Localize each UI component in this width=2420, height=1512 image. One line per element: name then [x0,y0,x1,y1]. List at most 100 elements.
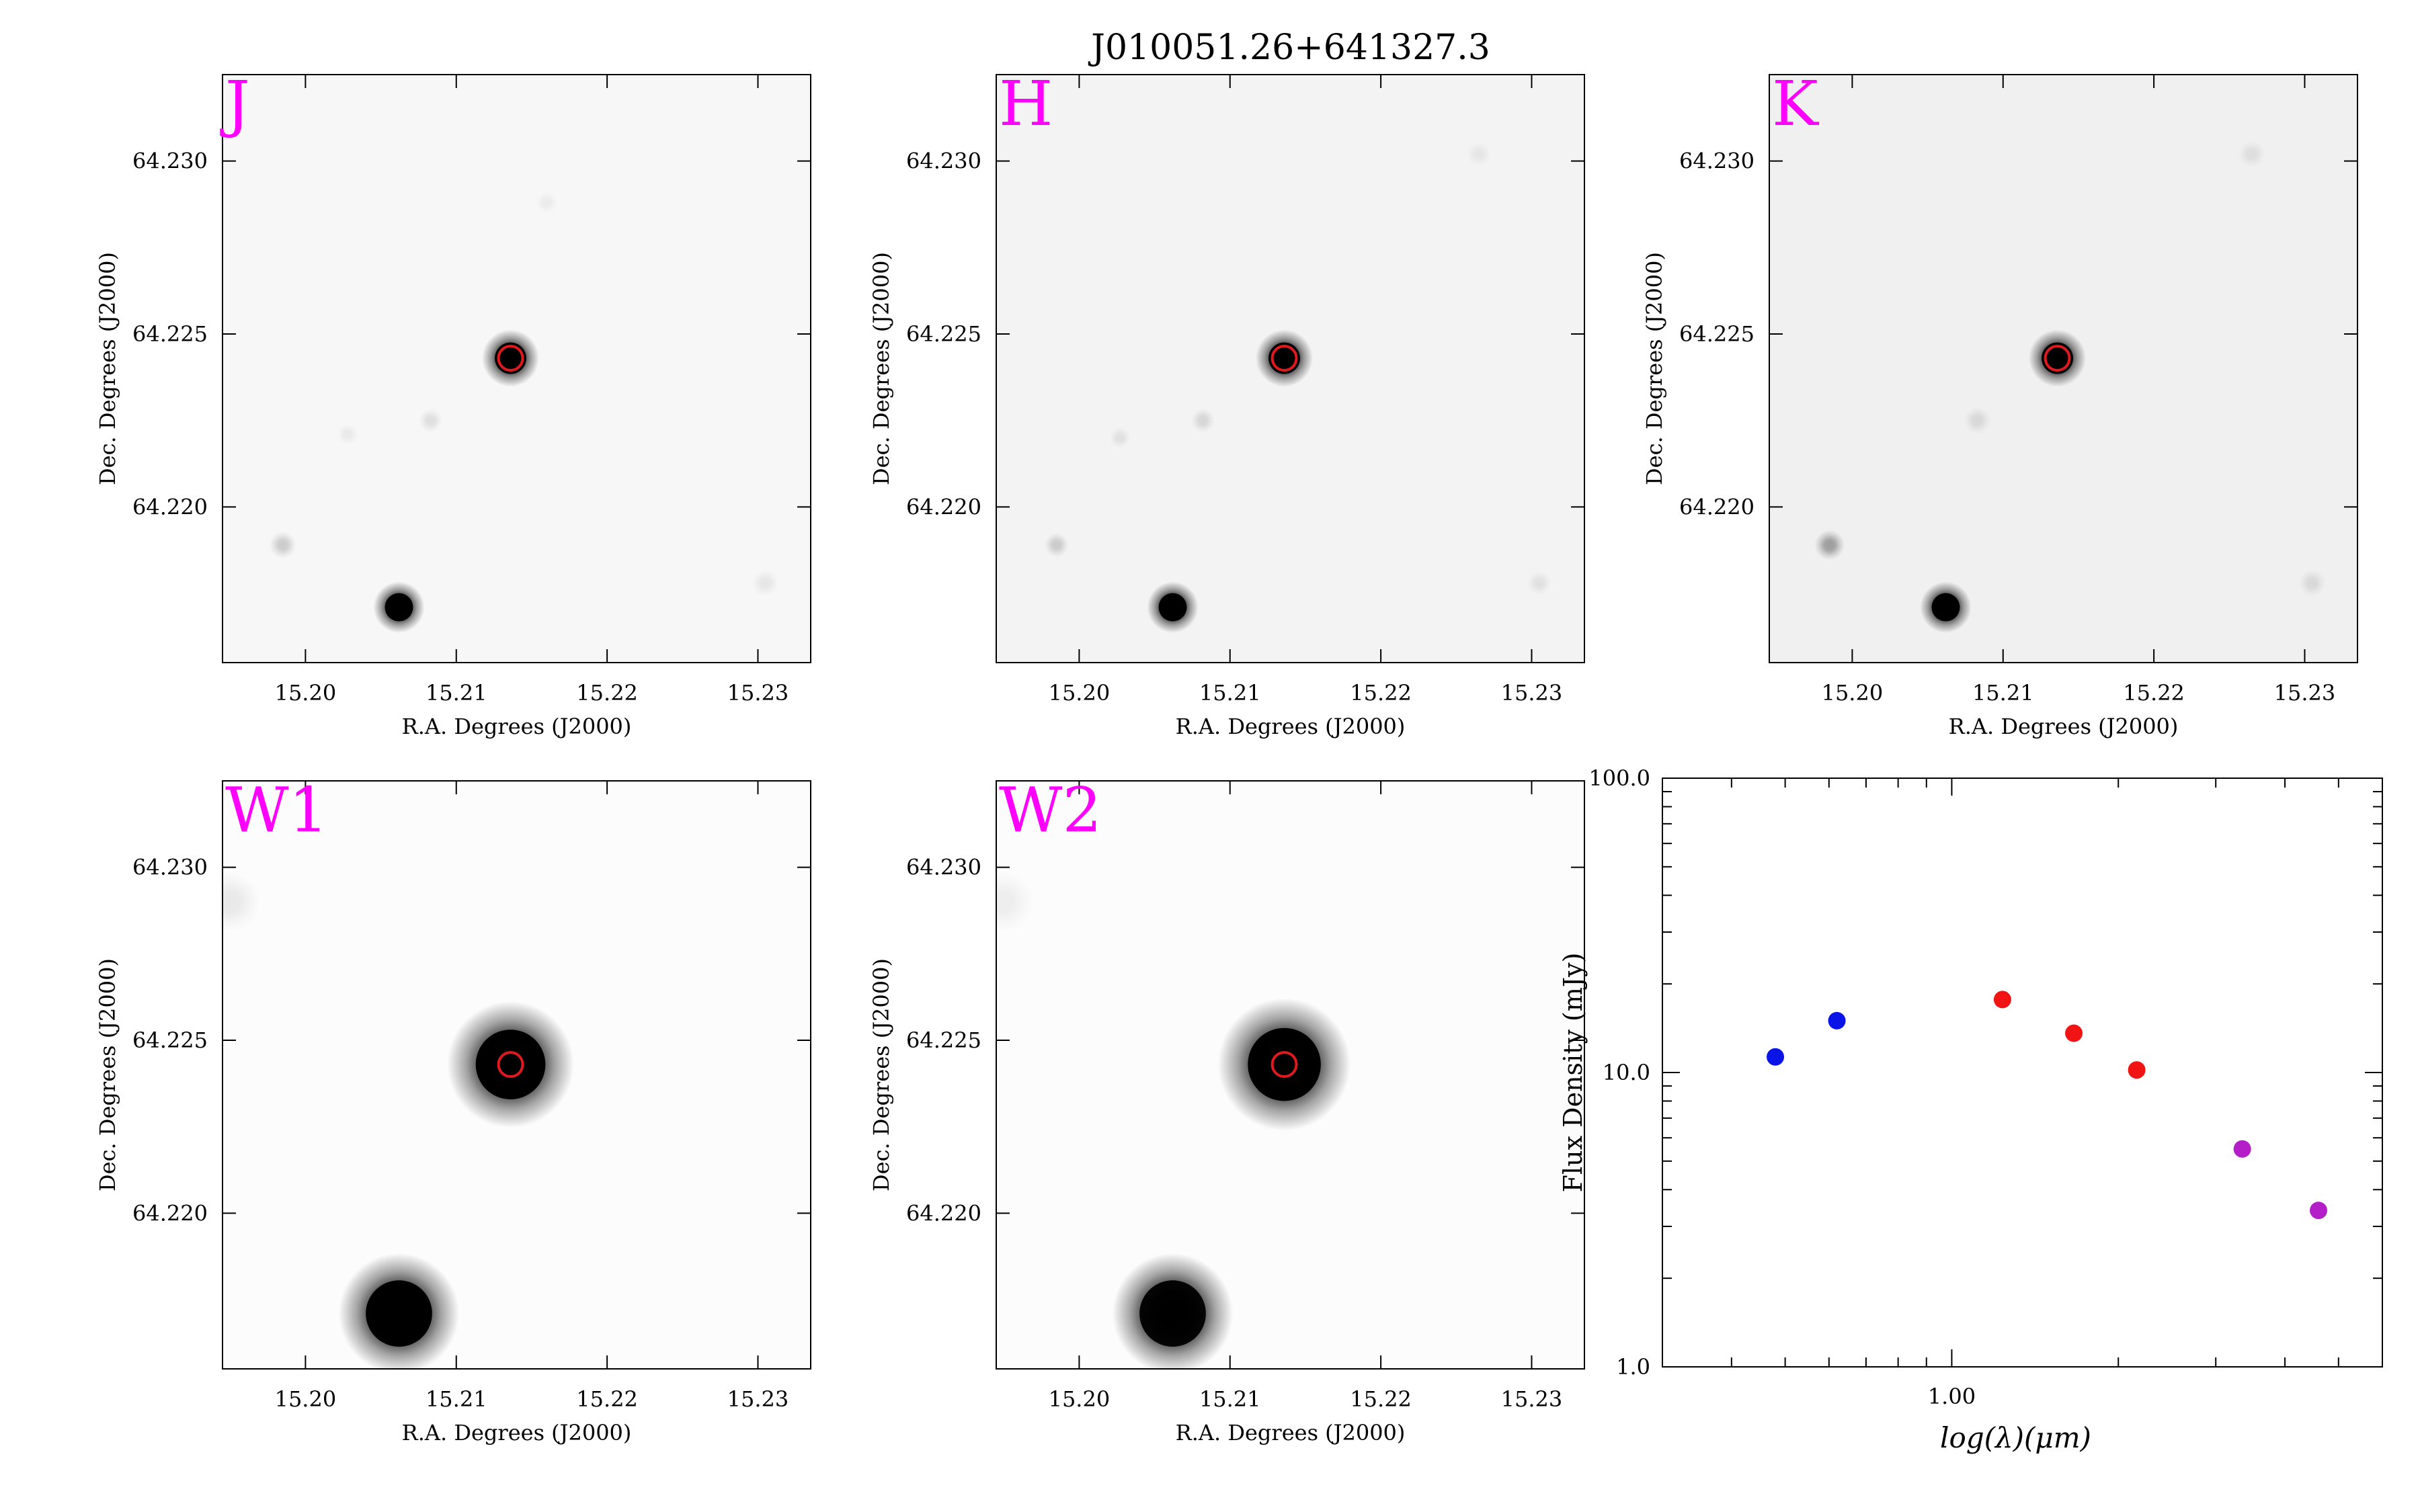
image-panel-w1: 15.20 15.21 15.22 15.23 64.220 64.225 64.230 R.… [95,774,811,1445]
source-blob [337,423,358,445]
y-axis-label: Dec. Degrees (J2000) [869,958,894,1191]
y-tick-label: 64.220 [132,494,208,519]
sed-point [2128,1061,2146,1079]
target-circle [497,1051,524,1079]
y-tick-label: 64.230 [1679,149,1755,174]
x-tick-label: 15.21 [426,680,487,706]
y-tick-label: 64.225 [132,321,208,347]
y-tick-label: 64.220 [132,1200,208,1226]
target-circle [497,345,524,372]
x-tick-label: 15.20 [1049,680,1111,706]
x-tick-label: 15.20 [275,680,337,706]
image-sources [1814,140,2326,633]
sed-point [2310,1202,2328,1220]
sed-point [2065,1024,2083,1042]
image-panel-j: 15.20 15.21 15.22 15.23 64.220 64.225 64.230 R.… [95,68,811,739]
y-axis-label: Dec. Degrees (J2000) [95,252,120,485]
source-blob [1109,427,1131,449]
x-tick-label: 15.23 [727,680,789,706]
x-tick-label: 15.20 [275,1386,337,1412]
sed-y-axis-label: Flux Density (mJy) [1558,953,1588,1193]
source-blob [418,408,443,433]
target-circle [1270,345,1298,372]
band-label: H [999,68,1053,140]
target-circle [2044,345,2071,372]
source-blob [1814,530,1845,560]
x-axis-label: R.A. Degrees (J2000) [1949,714,2179,739]
image-sources [223,872,574,1369]
source-blob [752,569,779,597]
target-circle [1270,1051,1298,1079]
sed-point [2233,1140,2251,1158]
y-tick-label: 64.225 [132,1027,208,1053]
band-label: J [220,68,250,140]
sed-y-tick-label: 100.0 [1588,765,1650,791]
sed-point [1993,991,2011,1009]
sed-x-tick-label: 1.00 [1928,1384,1976,1409]
source-blob [269,531,296,559]
image-sources [996,872,1351,1369]
source-core [475,1030,546,1099]
sed-y-tick-label: 10.0 [1603,1060,1650,1085]
source-core [1248,1027,1321,1101]
source-blob [1964,407,1991,434]
source-blob [536,192,558,214]
sed-point [1767,1048,1785,1066]
x-tick-label: 15.23 [1501,680,1563,706]
x-axis-label: R.A. Degrees (J2000) [1176,1420,1406,1445]
panel-frame [996,74,1585,663]
y-tick-label: 64.230 [906,149,981,174]
figure-title: J010051.26+641327.3 [1088,28,1490,68]
sed-point [1828,1011,1846,1030]
x-axis-label: R.A. Degrees (J2000) [1176,714,1406,739]
image-panel-w2: 15.20 15.21 15.22 15.23 64.220 64.225 64.230 R.… [869,774,1585,1445]
x-tick-label: 15.22 [1350,680,1412,706]
x-axis-label: R.A. Degrees (J2000) [402,1420,632,1445]
x-tick-label: 15.22 [2123,680,2185,706]
y-tick-label: 64.225 [1679,321,1755,347]
panel-frame [996,780,1585,1370]
panels-layer: 15.20 15.21 15.22 15.23 64.220 64.225 64.230 R.… [95,68,2358,1445]
y-tick-label: 64.230 [132,855,208,880]
panel-frame [222,74,811,663]
y-tick-label: 64.220 [1679,494,1755,519]
source-blob [223,872,261,933]
sed-x-axis-label: log(λ)(μm) [1940,1421,2091,1454]
x-tick-label: 15.21 [1972,680,2034,706]
x-tick-label: 15.22 [576,1386,638,1412]
y-tick-label: 64.225 [906,1027,981,1053]
x-tick-label: 15.22 [576,680,638,706]
y-axis-label: Dec. Degrees (J2000) [869,252,894,485]
y-tick-label: 64.220 [906,494,981,519]
band-label: W2 [999,774,1102,846]
band-label: W1 [225,774,328,846]
x-tick-label: 15.20 [1049,1386,1111,1412]
source-blob [2298,569,2326,597]
band-label: K [1772,68,1820,140]
source-core [1158,593,1187,622]
x-tick-label: 15.23 [727,1386,789,1412]
x-tick-label: 15.21 [1199,680,1261,706]
x-axis-label: R.A. Degrees (J2000) [402,714,632,739]
y-tick-label: 64.225 [906,321,981,347]
y-tick-label: 64.220 [906,1200,981,1226]
x-tick-label: 15.21 [426,1386,487,1412]
source-blob [1191,408,1215,433]
source-core [1931,593,1960,622]
x-tick-label: 15.21 [1199,1386,1261,1412]
y-axis-label: Dec. Degrees (J2000) [1642,252,1667,485]
x-tick-label: 15.22 [1350,1386,1412,1412]
sed-y-tick-label: 1.0 [1616,1354,1650,1380]
source-blob [2238,140,2266,168]
source-core [366,1280,432,1347]
source-blob [1527,571,1551,595]
image-panel-k: 15.20 15.21 15.22 15.23 64.220 64.225 64.230 R.… [1642,68,2358,739]
x-tick-label: 15.23 [1501,1386,1563,1412]
source-core [1139,1280,1206,1347]
image-panel-h: 15.20 15.21 15.22 15.23 64.220 64.225 64.230 R.… [869,68,1585,739]
y-tick-label: 64.230 [132,149,208,174]
sed-frame [1662,778,2383,1368]
source-blob [1467,142,1491,167]
x-tick-label: 15.23 [2274,680,2336,706]
